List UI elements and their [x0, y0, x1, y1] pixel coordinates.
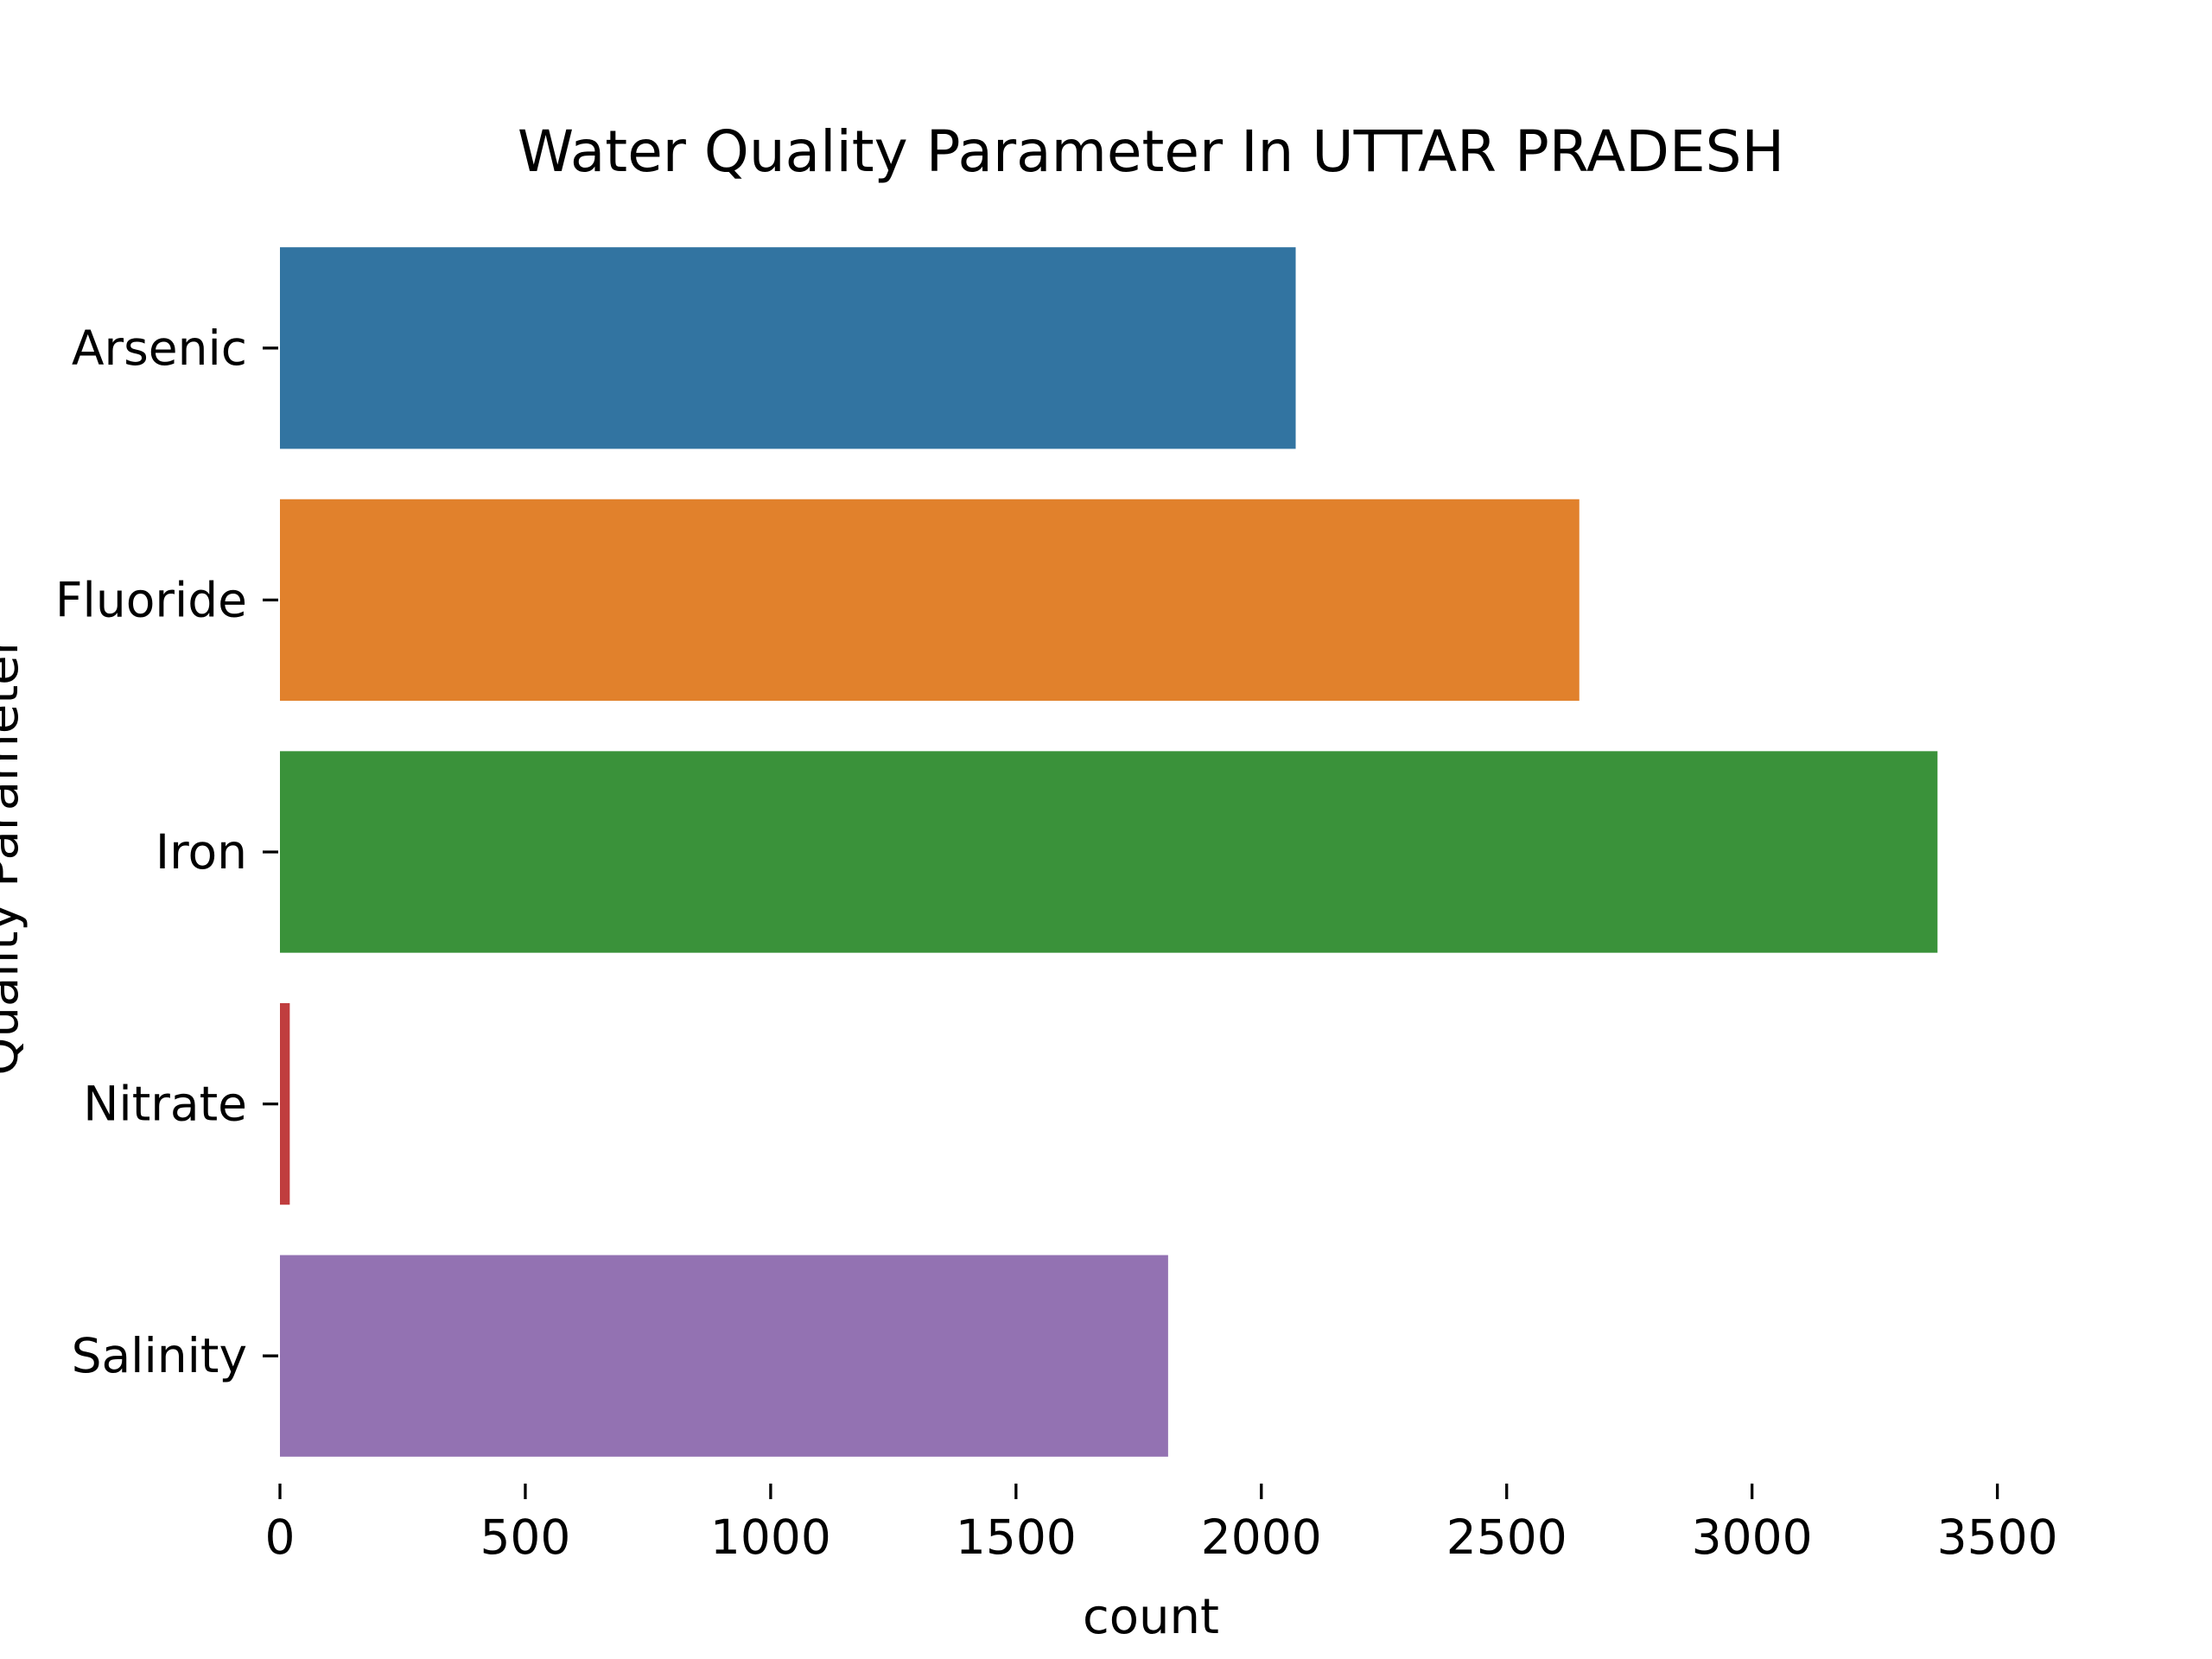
x-tick-label-1000: 1000	[710, 1510, 831, 1565]
x-tick-label-2500: 2500	[1446, 1510, 1567, 1565]
x-tick-label-3000: 3000	[1692, 1510, 1813, 1565]
y-tick-label-arsenic: Arsenic	[72, 321, 247, 376]
chart-title: Water Quality Parameter In UTTAR PRADESH	[518, 118, 1784, 185]
x-tick-label-0: 0	[265, 1510, 296, 1565]
y-tick-label-fluoride: Fluoride	[55, 572, 247, 627]
y-tick-label-iron: Iron	[156, 824, 247, 880]
bar-fluoride	[280, 499, 1580, 702]
bars-layer	[280, 247, 1938, 1457]
x-axis: 0 500 1000 1500 2000 2500 3000 3500	[265, 1484, 2058, 1565]
x-tick-label-1500: 1500	[956, 1510, 1077, 1565]
bar-arsenic	[280, 247, 1296, 449]
bar-iron	[280, 751, 1938, 953]
bar-salinity	[280, 1255, 1168, 1457]
bar-nitrate	[280, 1002, 290, 1205]
y-axis: Arsenic Fluoride Iron Nitrate Salinity	[55, 321, 278, 1383]
y-tick-label-nitrate: Nitrate	[83, 1077, 247, 1132]
y-tick-label-salinity: Salinity	[72, 1328, 247, 1383]
x-tick-label-3500: 3500	[1937, 1510, 2058, 1565]
x-tick-label-500: 500	[480, 1510, 570, 1565]
y-axis-label: Quality Parameter	[0, 634, 29, 1075]
x-tick-label-2000: 2000	[1201, 1510, 1322, 1565]
x-axis-label: count	[1083, 1589, 1219, 1645]
